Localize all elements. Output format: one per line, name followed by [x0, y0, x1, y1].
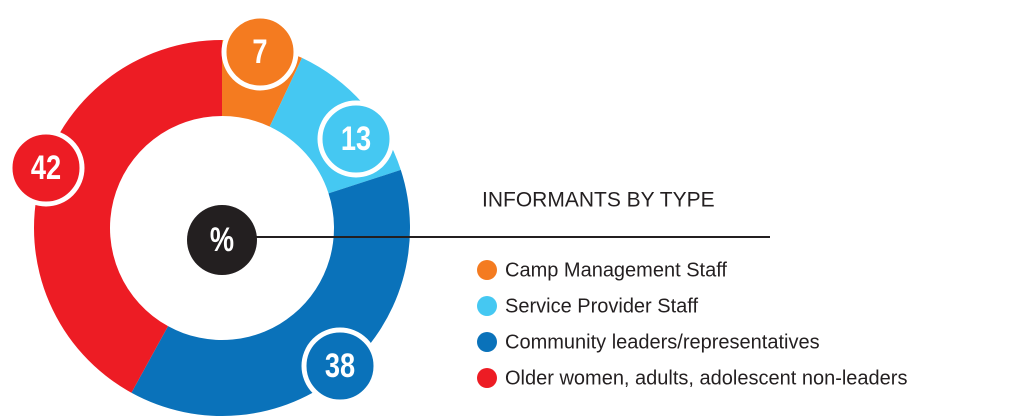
legend-label: Camp Management Staff — [505, 259, 727, 281]
value-badge — [301, 327, 379, 405]
value-label: 7 — [252, 32, 267, 71]
center-label: % — [210, 220, 234, 259]
legend-title: INFORMANTS BY TYPE — [482, 189, 715, 212]
value-badge — [7, 129, 85, 207]
legend-swatch — [477, 368, 497, 388]
legend-swatch — [477, 260, 497, 280]
legend-swatch — [477, 296, 497, 316]
center-badge — [187, 205, 257, 275]
legend-label: Older women, adults, adolescent non-lead… — [505, 367, 907, 389]
legend-swatch — [477, 332, 497, 352]
legend-label: Community leaders/representatives — [505, 331, 820, 353]
labels: 7 13 38 42 — [7, 13, 395, 405]
value-label: 13 — [341, 119, 371, 158]
value-badge — [221, 13, 299, 91]
slice — [33, 40, 223, 393]
value-badge — [317, 100, 395, 178]
value-label: 42 — [31, 148, 61, 187]
value-label: 38 — [325, 346, 355, 385]
legend-label: Service Provider Staff — [505, 295, 698, 317]
